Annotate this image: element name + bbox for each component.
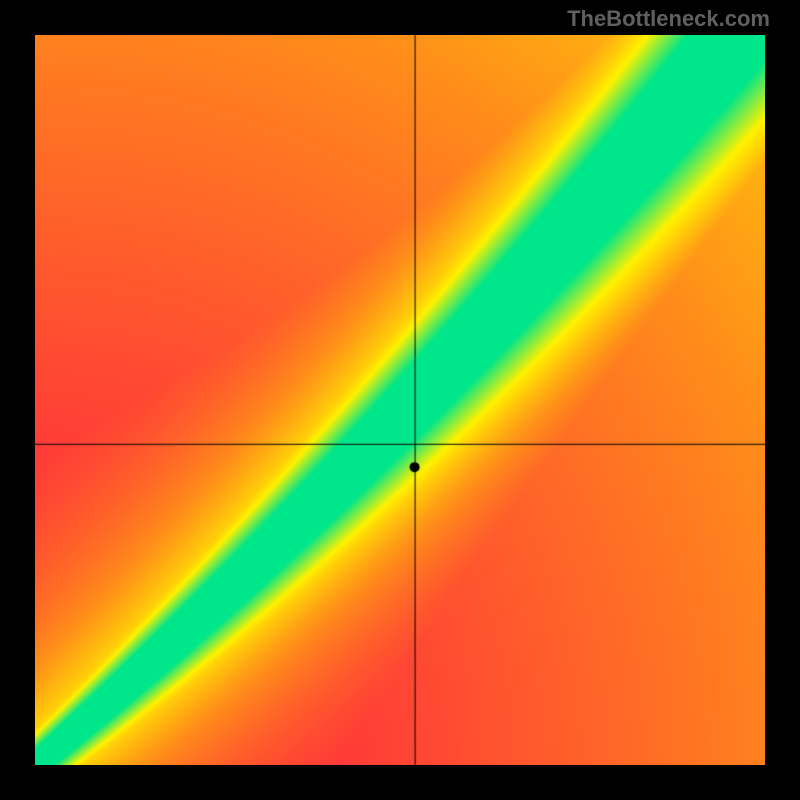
chart-container: TheBottleneck.com [0,0,800,800]
watermark-text: TheBottleneck.com [567,6,770,32]
heatmap-canvas [35,35,765,765]
plot-area [35,35,765,765]
